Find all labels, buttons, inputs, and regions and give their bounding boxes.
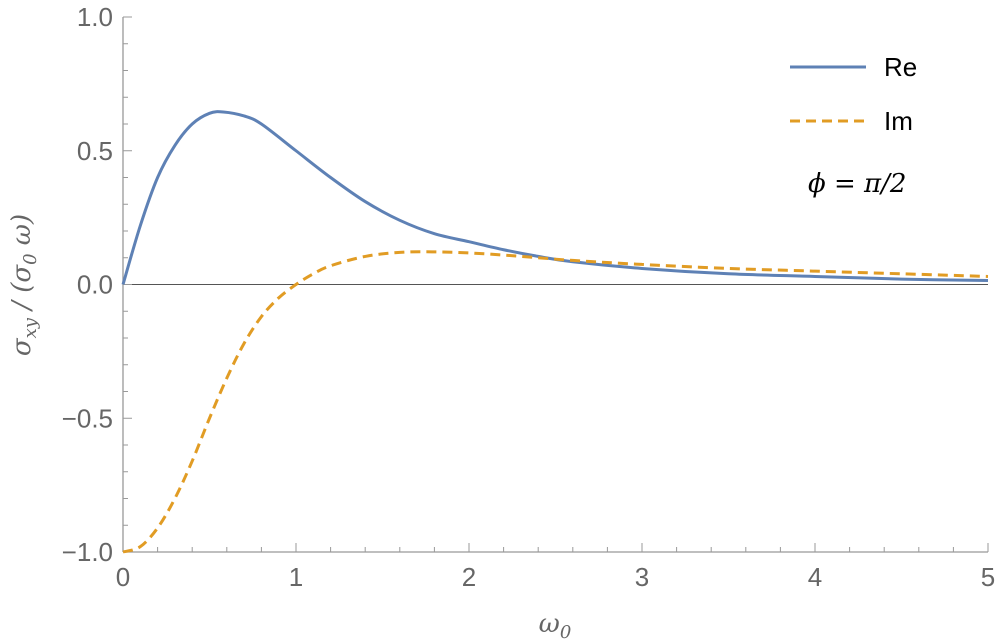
- x-axis-label-sub: 0: [560, 622, 571, 640]
- y-tick-label: 0.0: [77, 270, 113, 300]
- x-tick-label: 1: [289, 562, 303, 592]
- series-line-im: [122, 250, 989, 554]
- y-axis-label-mid: / (σ: [7, 264, 37, 318]
- x-tick-label: 0: [116, 562, 130, 592]
- legend-label-re: Re: [884, 52, 917, 82]
- y-axis-label-sigma: σ: [7, 337, 37, 356]
- x-tick-label: 3: [635, 562, 649, 592]
- x-tick-label: 5: [981, 562, 995, 592]
- x-axis-label-main: ω: [539, 609, 560, 639]
- series-layer: [121, 110, 989, 554]
- x-tick-label: 2: [462, 562, 476, 592]
- legend-label-im: Im: [884, 106, 913, 136]
- y-axis-label-sub-0: 0: [20, 253, 41, 264]
- x-tick-label: 4: [808, 562, 822, 592]
- y-axis-label-end: ω): [7, 214, 37, 254]
- ticks: [122, 16, 989, 553]
- legend: Re Im: [790, 52, 917, 136]
- series-line-re: [121, 110, 989, 285]
- x-axis-label: ω0: [539, 609, 572, 640]
- phi-annotation: ϕ = π/2: [808, 169, 906, 199]
- y-axis-label-sub-xy: xy: [20, 317, 41, 338]
- y-tick-label: −1.0: [62, 537, 113, 567]
- y-axis-label: σxy / (σ0 ω): [7, 214, 41, 356]
- tick-labels: 0 1 2 3 4 5 −1.0 −0.5 0.0 0.5 1.0: [62, 2, 996, 592]
- y-tick-label: 0.5: [77, 136, 113, 166]
- y-tick-label: −0.5: [62, 403, 113, 433]
- y-tick-label: 1.0: [77, 2, 113, 32]
